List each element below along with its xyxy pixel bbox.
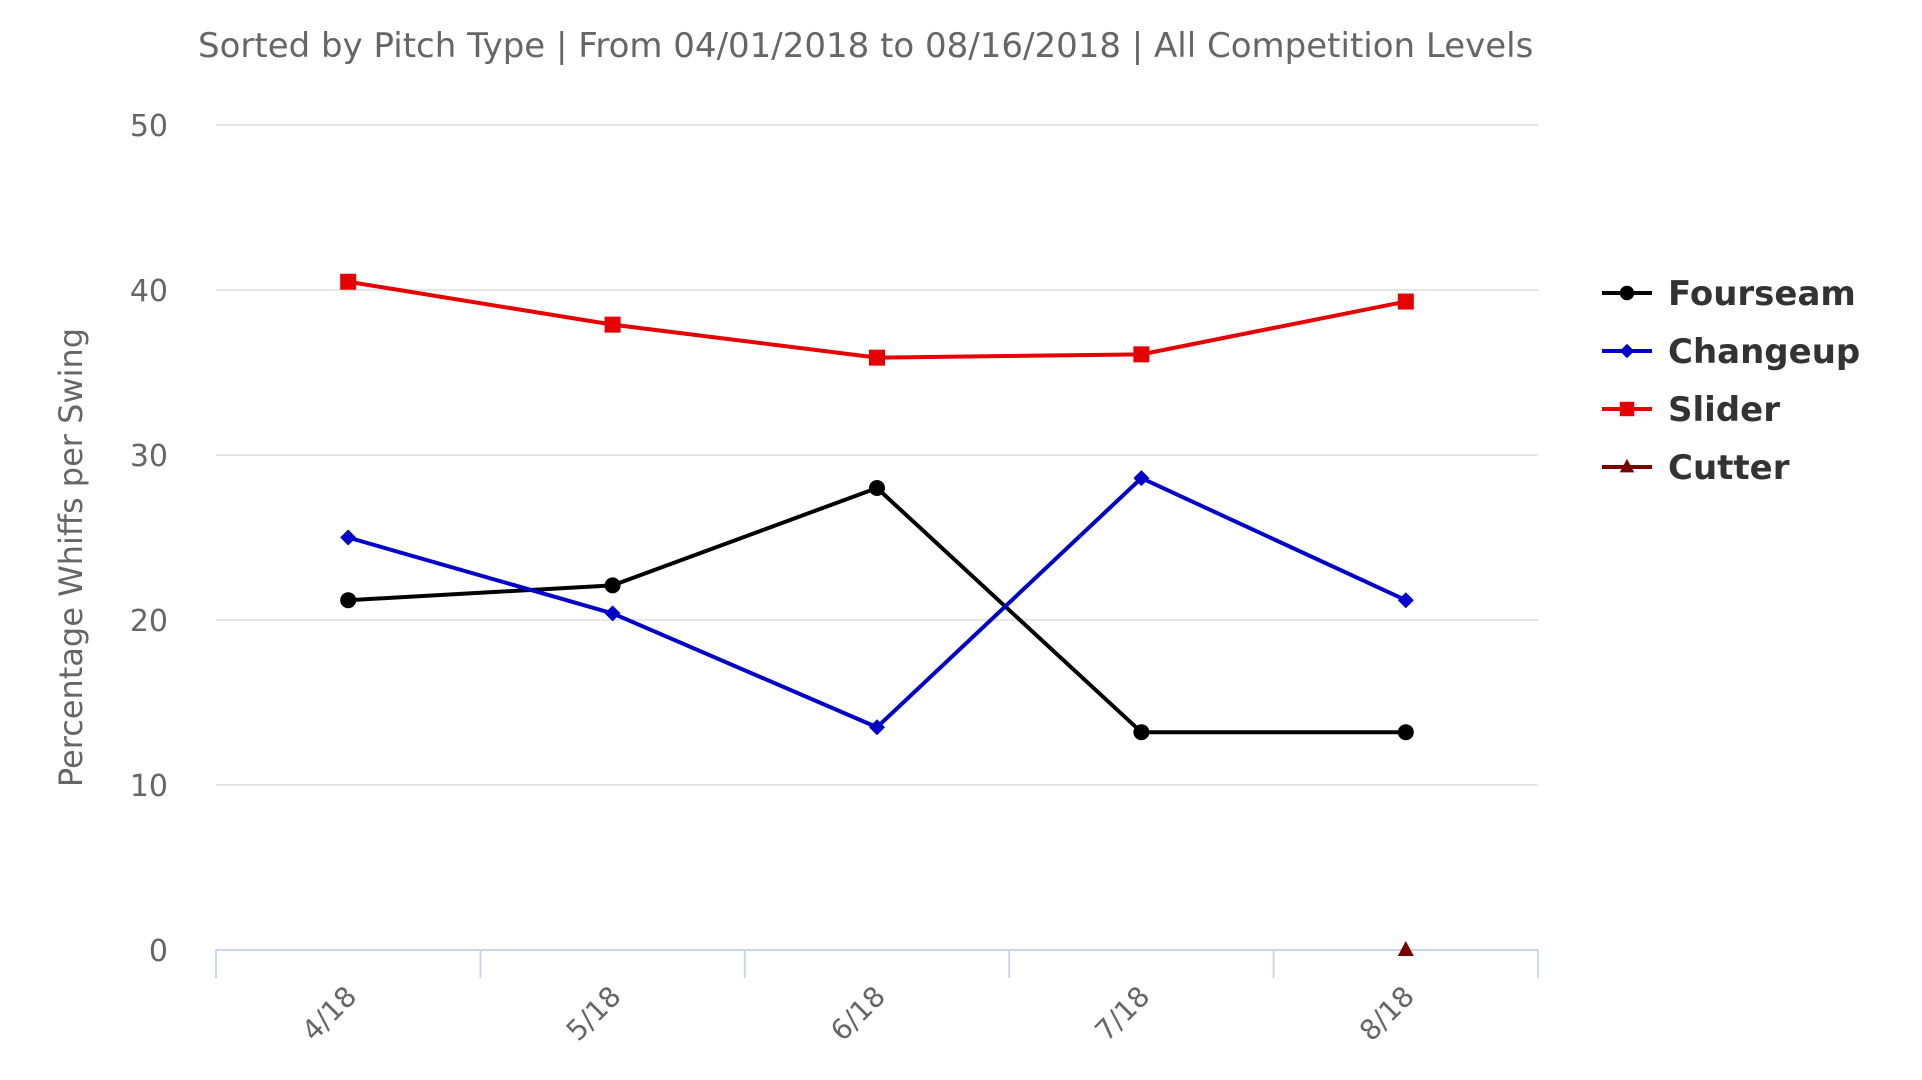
circle-marker[interactable]: [1619, 285, 1635, 301]
legend-label: Changeup: [1668, 332, 1860, 372]
legend-item-changeup[interactable]: Changeup: [1602, 332, 1860, 372]
diamond-marker[interactable]: [340, 529, 357, 546]
x-tick-label: 8/18: [1353, 980, 1421, 1048]
square-marker[interactable]: [1133, 346, 1150, 363]
legend-item-fourseam[interactable]: Fourseam: [1602, 274, 1856, 314]
square-marker[interactable]: [1397, 293, 1414, 310]
circle-marker[interactable]: [1133, 724, 1150, 741]
legend-item-slider[interactable]: Slider: [1602, 390, 1780, 430]
series-cutter[interactable]: [1397, 941, 1414, 956]
diamond-marker[interactable]: [869, 719, 885, 736]
x-axis: 4/18 5/18 6/18 7/18 8/18: [215, 949, 1539, 1048]
square-marker[interactable]: [1619, 401, 1635, 417]
diamond-marker[interactable]: [1133, 470, 1150, 487]
y-tick-label: 30: [130, 439, 168, 474]
square-marker[interactable]: [340, 273, 357, 290]
circle-marker[interactable]: [604, 577, 621, 594]
series-line[interactable]: [347, 476, 1407, 730]
diamond-marker[interactable]: [1619, 343, 1635, 359]
triangle-marker[interactable]: [1397, 941, 1414, 956]
y-tick-label: 10: [130, 769, 168, 804]
y-axis-title: Percentage Whiffs per Swing: [52, 328, 90, 787]
square-marker[interactable]: [869, 349, 885, 366]
x-tick-label: 4/18: [295, 980, 363, 1048]
series-slider[interactable]: [340, 273, 1414, 366]
series-line[interactable]: [347, 279, 1407, 360]
diamond-marker[interactable]: [1397, 592, 1414, 609]
series-changeup[interactable]: [340, 470, 1414, 736]
legend: Fourseam Changeup Slider Cutter: [1602, 274, 1860, 488]
legend-label: Cutter: [1668, 448, 1790, 488]
series-fourseam[interactable]: [340, 480, 1414, 741]
y-tick-label: 40: [130, 274, 168, 309]
circle-marker[interactable]: [869, 480, 885, 496]
legend-item-cutter[interactable]: Cutter: [1602, 448, 1790, 488]
circle-marker[interactable]: [1397, 724, 1414, 741]
circle-marker[interactable]: [340, 592, 357, 609]
chart-subtitle-text: Sorted by Pitch Type | From 04/01/2018 t…: [198, 26, 1534, 66]
gridlines: [216, 124, 1538, 786]
y-tick-label: 0: [149, 934, 168, 969]
diamond-marker[interactable]: [604, 605, 621, 622]
y-axis: 0 10 20 30 40 50 Percentage Whiffs per Swing: [52, 109, 168, 969]
legend-label: Fourseam: [1668, 274, 1856, 314]
series-plot-area: [340, 273, 1414, 956]
x-tick-label: 7/18: [1089, 980, 1157, 1048]
legend-label: Slider: [1668, 390, 1780, 430]
x-tick-label: 6/18: [824, 980, 892, 1048]
y-tick-label: 20: [130, 604, 168, 639]
x-tick-label: 5/18: [560, 980, 628, 1048]
series-line[interactable]: [348, 486, 1406, 735]
triangle-marker[interactable]: [1619, 458, 1635, 473]
square-marker[interactable]: [604, 316, 621, 333]
y-tick-label: 50: [130, 109, 168, 144]
